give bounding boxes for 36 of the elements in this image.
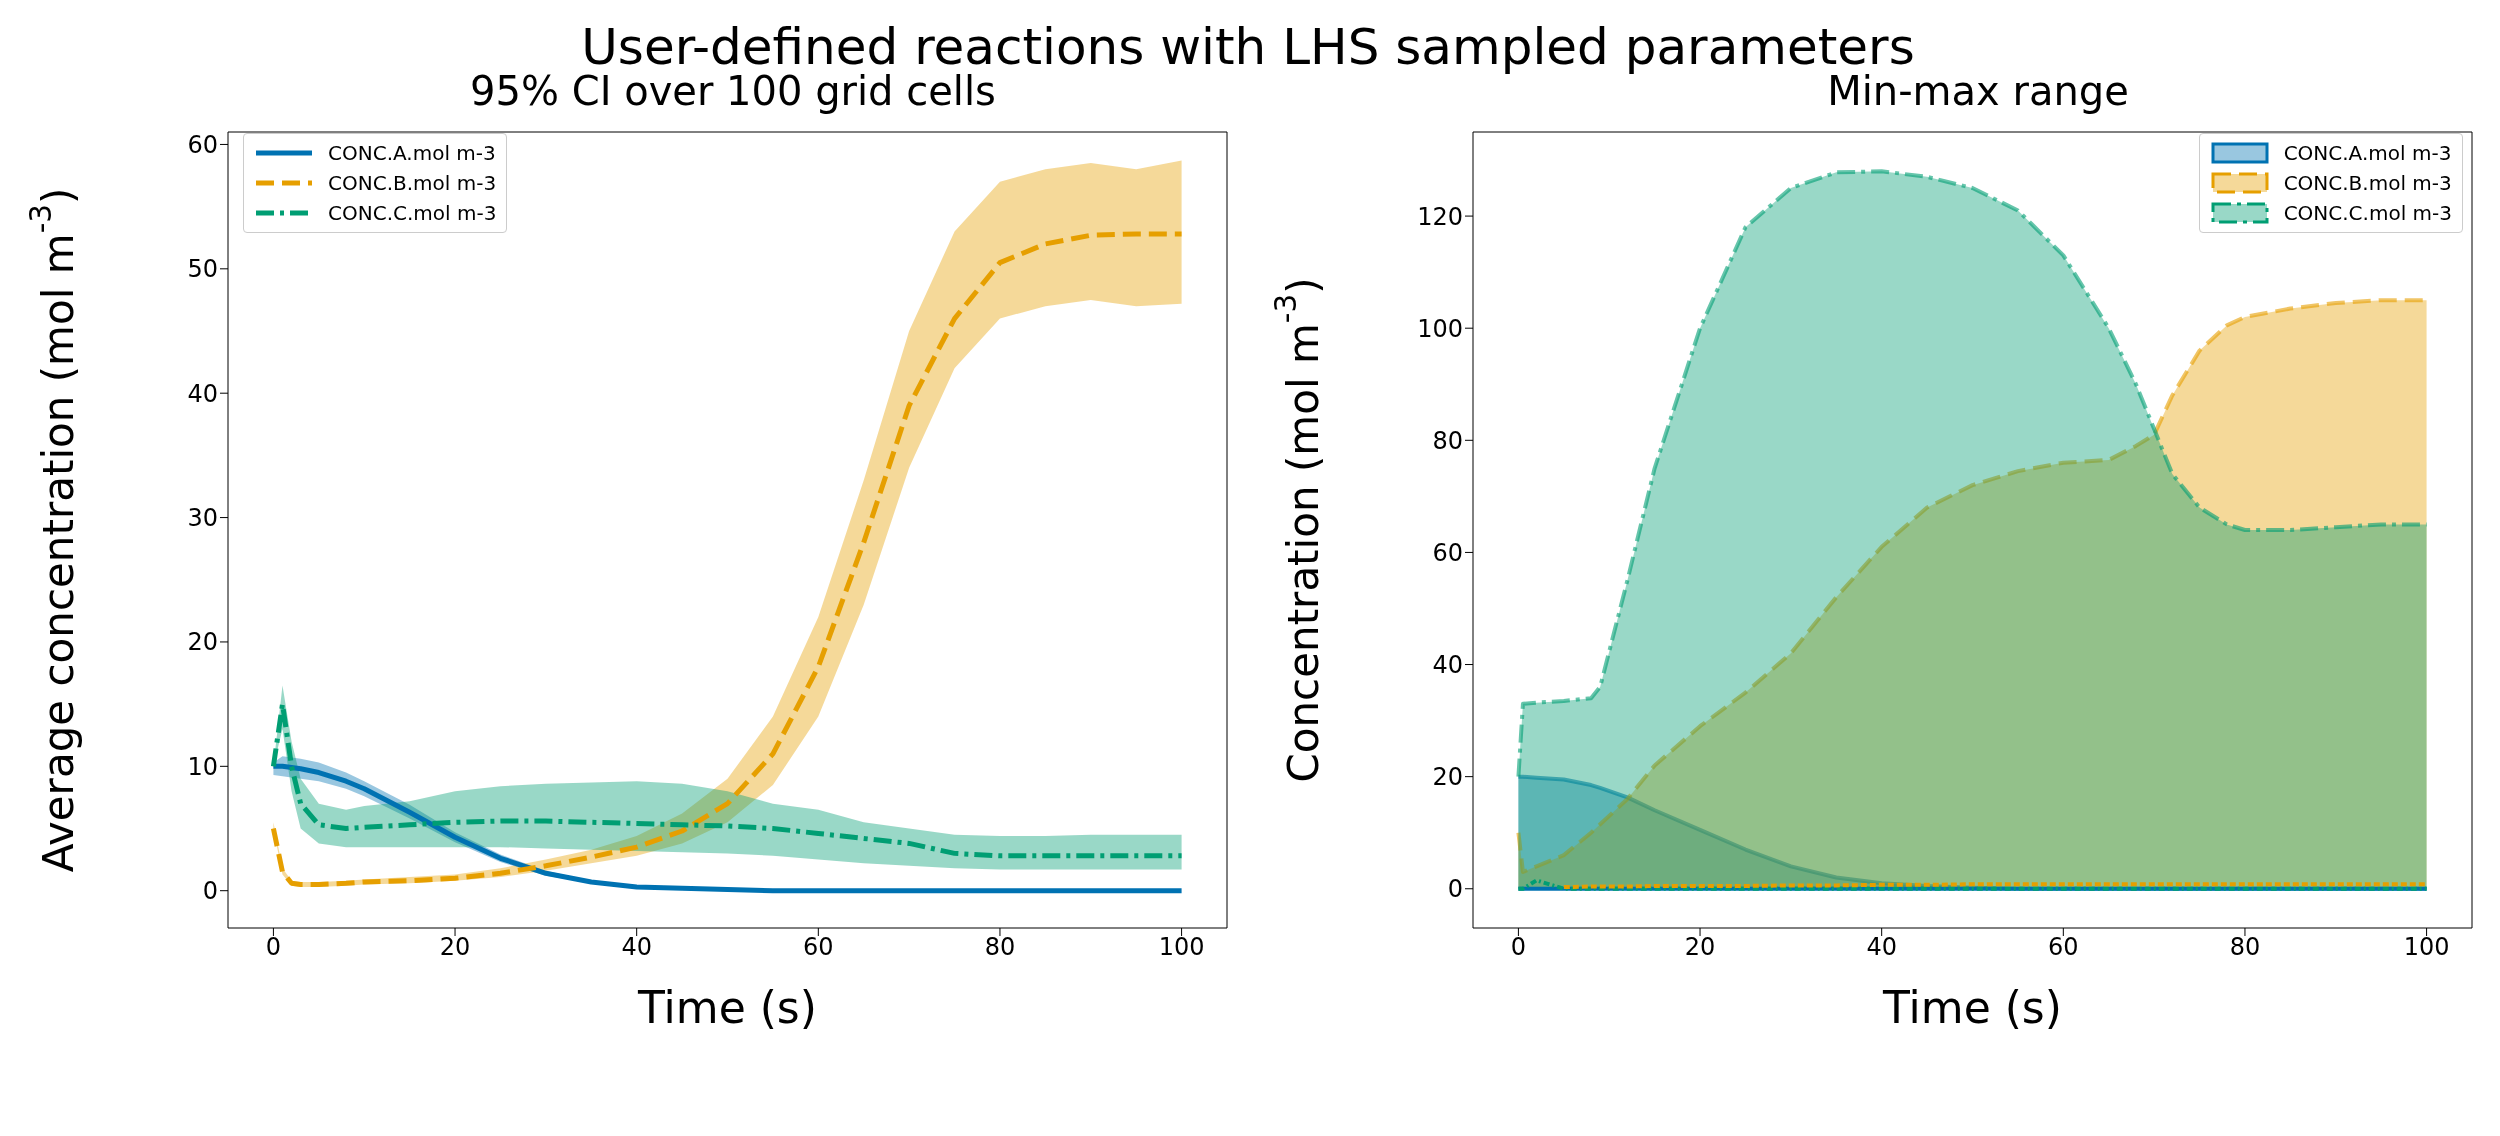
x-tick-label: 20 [439, 933, 471, 962]
x-tick-label: 20 [1684, 933, 1716, 962]
y-tick-label: 20 [1432, 763, 1463, 792]
y-tick-label: 60 [187, 130, 218, 159]
y-tick-label: 100 [1417, 314, 1463, 343]
legend-label: CONC.C.mol m-3 [2283, 201, 2452, 225]
x-tick-label: 60 [803, 933, 834, 962]
x-tick-label: 40 [1866, 933, 1897, 962]
y-tick-label: 10 [187, 752, 218, 781]
chart-title: 95% CI over 100 grid cells [469, 68, 997, 114]
x-tick-label: 100 [1158, 933, 1205, 962]
y-tick-label: 30 [187, 504, 218, 533]
y-tick-label: 0 [1447, 875, 1463, 904]
x-axis-title: Time (s) [637, 982, 817, 1033]
y-tick-label: 50 [187, 255, 218, 284]
x-tick-label: 0 [265, 933, 282, 962]
legend-label: CONC.B.mol m-3 [328, 171, 497, 195]
legend-label: CONC.B.mol m-3 [2283, 171, 2452, 195]
legend-label: CONC.A.mol m-3 [2283, 141, 2452, 165]
legend-label: CONC.C.mol m-3 [328, 201, 497, 225]
y-tick-label: 0 [202, 877, 218, 906]
y-tick-label: 60 [1432, 538, 1463, 567]
chart-title: Min-max range [1827, 68, 2130, 114]
y-tick-label: 40 [187, 379, 218, 408]
x-tick-label: 80 [984, 933, 1016, 962]
x-axis-title: Time (s) [1882, 982, 2062, 1033]
x-tick-label: 60 [2048, 933, 2079, 962]
y-tick-label: 80 [1432, 426, 1463, 455]
x-tick-label: 80 [2229, 933, 2261, 962]
y-tick-label: 40 [1432, 651, 1463, 680]
x-tick-label: 100 [2403, 933, 2450, 962]
x-tick-label: 40 [621, 933, 652, 962]
y-tick-label: 120 [1417, 202, 1463, 231]
y-tick-label: 20 [187, 628, 218, 657]
x-tick-label: 0 [1510, 933, 1527, 962]
legend-label: CONC.A.mol m-3 [328, 141, 496, 165]
